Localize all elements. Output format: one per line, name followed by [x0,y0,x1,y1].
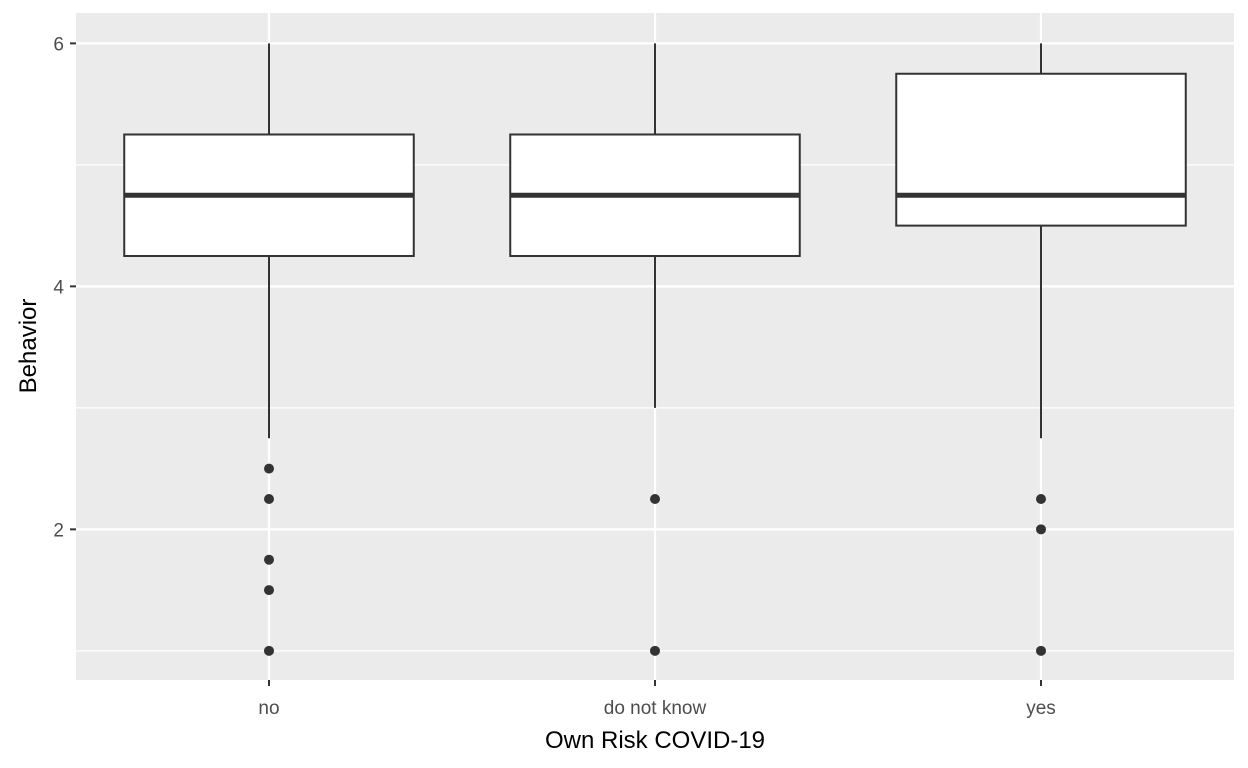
outlier-point [264,554,274,565]
y-tick-label: 4 [53,277,64,298]
box-group [123,43,415,656]
outlier-point [650,645,660,656]
x-tick-label: yes [1026,698,1056,719]
box-group [895,43,1187,656]
x-axis: no do not know yes [258,680,1056,719]
boxes-layer [123,43,1187,656]
y-axis: 2 4 6 [53,34,76,541]
outlier-point [264,645,274,656]
x-tick-label: do not know [604,698,707,719]
y-axis-title: Behavior [15,299,42,394]
outlier-point [650,493,660,504]
outlier-point [264,493,274,504]
x-axis-title: Own Risk COVID-19 [545,727,765,754]
outlier-point [1036,645,1046,656]
box-group [509,43,801,656]
x-tick-label: no [258,698,279,719]
outlier-point [264,463,274,474]
outlier-point [1036,493,1046,504]
outlier-point [1036,524,1046,535]
y-tick-label: 2 [53,520,64,541]
outlier-point [264,585,274,596]
box-iqr [895,72,1187,227]
y-tick-label: 6 [53,34,64,55]
